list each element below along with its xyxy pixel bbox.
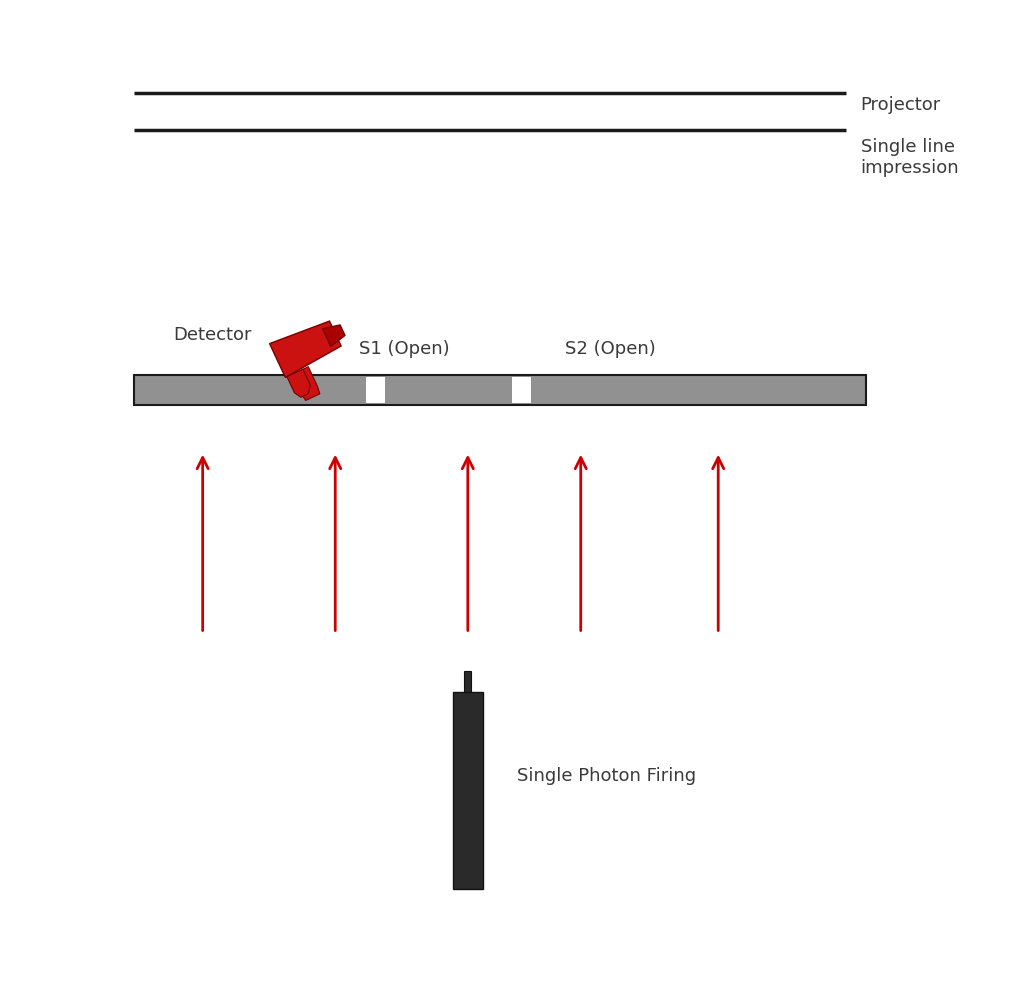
Bar bbox=[512, 377, 531, 403]
Bar bbox=[453, 692, 482, 889]
Text: Single Photon Firing: Single Photon Firing bbox=[517, 767, 696, 785]
Bar bbox=[134, 375, 865, 405]
Polygon shape bbox=[287, 369, 310, 398]
Polygon shape bbox=[269, 321, 341, 377]
Polygon shape bbox=[292, 366, 319, 401]
Text: Single line
impression: Single line impression bbox=[860, 137, 959, 177]
Bar bbox=[464, 671, 471, 692]
Text: S2 (Open): S2 (Open) bbox=[565, 341, 655, 358]
Polygon shape bbox=[323, 325, 345, 347]
Text: Projector: Projector bbox=[860, 96, 941, 114]
Bar bbox=[366, 377, 385, 403]
Text: S1 (Open): S1 (Open) bbox=[358, 341, 450, 358]
Text: Detector: Detector bbox=[173, 326, 252, 344]
